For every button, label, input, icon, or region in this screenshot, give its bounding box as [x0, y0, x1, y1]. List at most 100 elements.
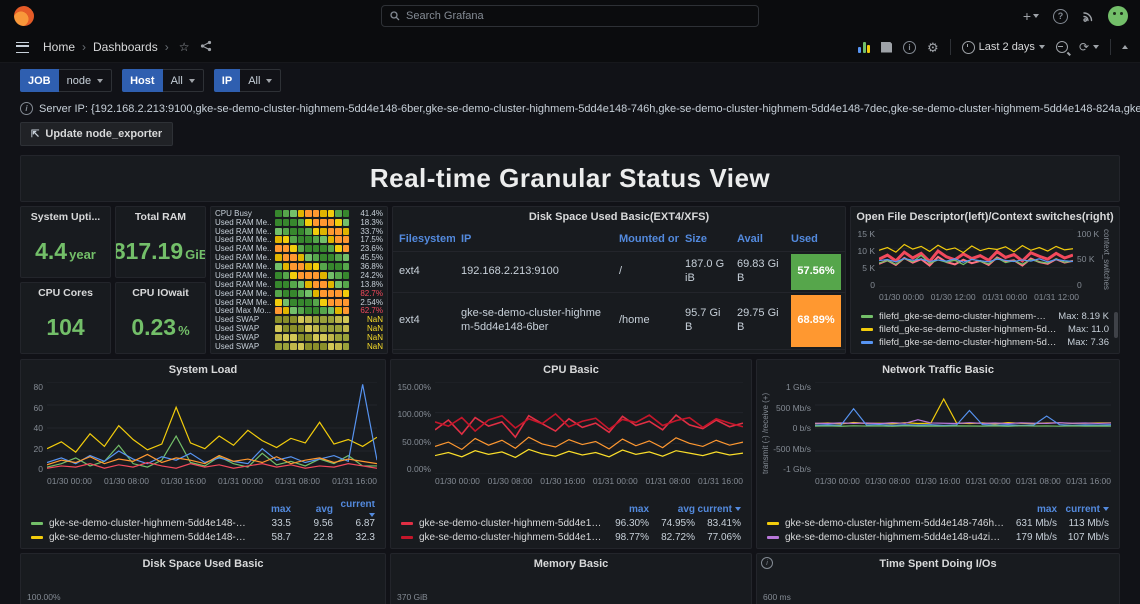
- chart-area: transmit (-) /receive (+) 1 Gb/s 500 Mb/s 0…: [757, 380, 1119, 474]
- x-axis: 01/30 00:00 01/30 08:00 01/30 16:00 01/31 0…: [391, 474, 751, 486]
- search-icon: [390, 11, 400, 21]
- filter-value-dropdown[interactable]: All: [240, 69, 282, 92]
- gauge-value: 36.8%: [360, 262, 383, 272]
- x-tick: 01/30 00:00: [879, 291, 924, 302]
- filter-value-dropdown[interactable]: node: [58, 69, 113, 92]
- panel-title-cpu_basic[interactable]: CPU Basic: [543, 364, 599, 376]
- gauge-cell: [297, 209, 304, 217]
- panel-title-memory-basic[interactable]: Memory Basic: [533, 558, 609, 570]
- gauge-cell: [327, 227, 334, 235]
- column-header-size[interactable]: Size: [679, 227, 731, 252]
- avatar[interactable]: [1108, 6, 1128, 26]
- legend-header: max avg current: [401, 503, 741, 516]
- legend-column-current[interactable]: current: [1057, 504, 1109, 515]
- legend-column-current[interactable]: current: [695, 504, 741, 515]
- column-header-filesystem[interactable]: Filesystem: [393, 227, 455, 252]
- panel-title-system_load[interactable]: System Load: [168, 364, 238, 376]
- search-input[interactable]: Search Grafana: [381, 5, 759, 27]
- network_basic-chart[interactable]: [815, 382, 1111, 474]
- panel-title-open_fd[interactable]: Open File Descriptor(left)/Context switc…: [856, 211, 1114, 223]
- gauge-cell: [290, 307, 297, 315]
- gauge-cell: [275, 209, 282, 217]
- x-tick: 01/31 16:00: [698, 476, 743, 486]
- used-percent-badge: 57.56%: [791, 254, 841, 290]
- disk-table: Filesystem IP Mounted on Size Avail Used ext4 1…: [393, 227, 845, 350]
- mega-menu-toggle-icon[interactable]: [16, 41, 29, 53]
- collapse-toolbar-icon[interactable]: [1122, 45, 1128, 49]
- analytics-icon[interactable]: [858, 41, 871, 53]
- time-range-picker[interactable]: Last 2 days: [961, 40, 1045, 54]
- x-tick: 01/31 08:00: [1015, 476, 1061, 486]
- gauge-cell: [320, 298, 327, 306]
- share-icon[interactable]: [200, 40, 212, 55]
- stat-title[interactable]: Total RAM: [134, 211, 187, 223]
- gauge-cell: [290, 342, 297, 350]
- gauge-row: CPU Busy 41.4%: [215, 209, 383, 218]
- y-tick: 100.00%: [397, 409, 431, 420]
- legend-item[interactable]: gke-se-demo-cluster-highmem-5dd4e148-746…: [401, 530, 741, 544]
- gauge-cell: [312, 334, 319, 342]
- stat-title[interactable]: CPU IOwait: [132, 287, 189, 299]
- panel-title-time-spent-doing-i-os[interactable]: Time Spent Doing I/Os: [879, 558, 997, 570]
- filter-value-dropdown[interactable]: All: [162, 69, 204, 92]
- gauge-row: Used SWAP NaN: [215, 315, 383, 324]
- legend-item[interactable]: gke-se-demo-cluster-highmem-5dd4e148-wfz…: [401, 516, 741, 530]
- external-link-icon: ⇱: [31, 128, 40, 140]
- stat-title[interactable]: CPU Cores: [38, 287, 93, 299]
- news-icon[interactable]: [1082, 10, 1094, 22]
- panel-info-icon[interactable]: i: [761, 557, 773, 569]
- add-button[interactable]: +: [1023, 9, 1039, 23]
- partial-axis-tick: 370 GiB: [397, 592, 428, 602]
- save-dashboard-button[interactable]: [881, 41, 893, 53]
- legend-column-max[interactable]: max: [628, 504, 649, 515]
- legend-item[interactable]: filefd_gke-se-demo-cluster-highmem-5dd4e…: [861, 336, 1109, 349]
- column-header-used[interactable]: Used: [785, 227, 845, 252]
- series-stat-value: 113 Mb/s: [1068, 517, 1109, 529]
- zoom-out-icon[interactable]: [1055, 41, 1068, 53]
- breadcrumb-item-home[interactable]: Home: [43, 40, 76, 54]
- gauge-cells: [275, 307, 349, 315]
- filter-value-text: All: [170, 74, 183, 87]
- cpu_basic-chart[interactable]: [435, 382, 743, 474]
- settings-icon[interactable]: ⚙: [927, 39, 939, 55]
- panel-row-3: Disk Space Used Basic 100.00% Memory Basic…: [20, 553, 1120, 604]
- system_load-chart[interactable]: [47, 382, 377, 474]
- insights-icon[interactable]: i: [903, 40, 917, 54]
- legend-item[interactable]: filefd_gke-se-demo-cluster-highmem-5dd4e…: [861, 310, 1109, 323]
- star-icon[interactable]: ☆: [178, 39, 190, 54]
- panel-title-disk-space-used-basic[interactable]: Disk Space Used Basic: [142, 558, 264, 570]
- column-header-ip[interactable]: IP: [455, 227, 613, 252]
- gauge-cell: [327, 289, 334, 297]
- open_fd-chart[interactable]: [879, 229, 1073, 287]
- gauge-cells: [275, 289, 349, 297]
- gauge-cell: [320, 218, 327, 226]
- legend-item[interactable]: gke-se-demo-cluster-highmem-5dd4e148-746…: [31, 530, 375, 544]
- refresh-button[interactable]: ⟳: [1079, 41, 1099, 53]
- gauge-cell: [327, 325, 334, 333]
- legend-scrollbar[interactable]: [1114, 312, 1118, 338]
- legend-item[interactable]: gke-se-demo-cluster-highmem-5dd4e148-746…: [767, 516, 1109, 530]
- grafana-logo-icon[interactable]: [14, 6, 34, 26]
- panel-title-disk-table[interactable]: Disk Space Used Basic(EXT4/XFS): [528, 211, 710, 223]
- legend-item[interactable]: gke-se-demo-cluster-highmem-5dd4e148-u4z…: [767, 530, 1109, 544]
- y-axis: 150.00% 100.00% 50.00% 0.00%: [395, 382, 435, 474]
- update-node-exporter-button[interactable]: ⇱ Update node_exporter: [20, 122, 174, 146]
- help-icon[interactable]: ?: [1053, 8, 1068, 24]
- series-name: gke-se-demo-cluster-highmem-5dd4e148-746…: [785, 517, 1005, 529]
- legend-column-avg[interactable]: avg: [315, 504, 333, 515]
- legend-item[interactable]: filefd_gke-se-demo-cluster-highmem-5dd4e…: [861, 323, 1109, 336]
- legend-column-avg[interactable]: avg: [677, 504, 695, 515]
- gauge-cell: [312, 307, 319, 315]
- breadcrumb-item-dashboards[interactable]: Dashboards: [93, 40, 158, 54]
- legend-column-max[interactable]: max: [1036, 504, 1057, 515]
- column-header-avail[interactable]: Avail: [731, 227, 785, 252]
- legend-column-max[interactable]: max: [270, 504, 291, 515]
- column-header-mounted-on[interactable]: Mounted on: [613, 227, 679, 252]
- legend-item[interactable]: gke-se-demo-cluster-highmem-5dd4e148-6be…: [31, 516, 375, 530]
- stat-title[interactable]: System Upti...: [30, 211, 101, 223]
- y-tick: 0: [38, 464, 43, 474]
- gauge-value: NaN: [366, 341, 383, 351]
- panel-title-network_basic[interactable]: Network Traffic Basic: [882, 364, 994, 376]
- legend-column-current[interactable]: current: [333, 501, 375, 521]
- gauge-value: 18.3%: [360, 217, 383, 227]
